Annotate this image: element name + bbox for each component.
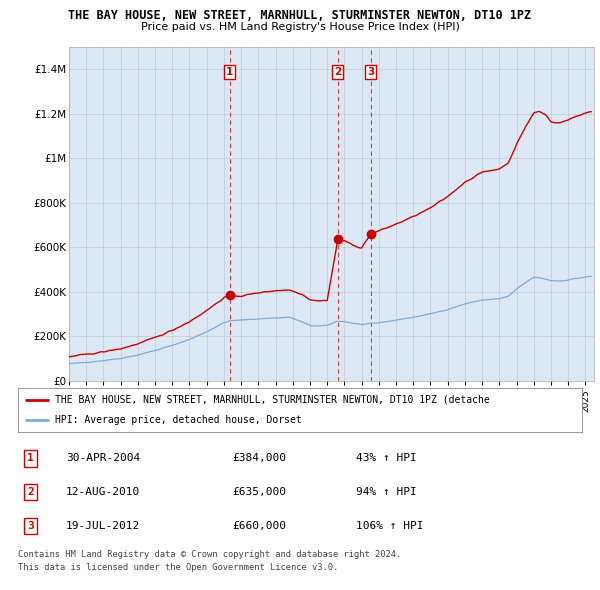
Text: 19-JUL-2012: 19-JUL-2012: [66, 521, 140, 531]
Text: 3: 3: [367, 67, 374, 77]
Text: £660,000: £660,000: [232, 521, 286, 531]
Text: 30-APR-2004: 30-APR-2004: [66, 454, 140, 463]
Text: 3: 3: [27, 521, 34, 531]
Text: 1: 1: [226, 67, 233, 77]
Text: HPI: Average price, detached house, Dorset: HPI: Average price, detached house, Dors…: [55, 415, 301, 425]
Text: THE BAY HOUSE, NEW STREET, MARNHULL, STURMINSTER NEWTON, DT10 1PZ: THE BAY HOUSE, NEW STREET, MARNHULL, STU…: [68, 9, 532, 22]
Text: 12-AUG-2010: 12-AUG-2010: [66, 487, 140, 497]
Text: This data is licensed under the Open Government Licence v3.0.: This data is licensed under the Open Gov…: [18, 563, 338, 572]
Text: Price paid vs. HM Land Registry's House Price Index (HPI): Price paid vs. HM Land Registry's House …: [140, 22, 460, 32]
Text: 94% ↑ HPI: 94% ↑ HPI: [356, 487, 417, 497]
Text: 43% ↑ HPI: 43% ↑ HPI: [356, 454, 417, 463]
Text: Contains HM Land Registry data © Crown copyright and database right 2024.: Contains HM Land Registry data © Crown c…: [18, 550, 401, 559]
Text: 1: 1: [27, 454, 34, 463]
Text: 2: 2: [334, 67, 341, 77]
Text: £384,000: £384,000: [232, 454, 286, 463]
Text: £635,000: £635,000: [232, 487, 286, 497]
Text: THE BAY HOUSE, NEW STREET, MARNHULL, STURMINSTER NEWTON, DT10 1PZ (detache: THE BAY HOUSE, NEW STREET, MARNHULL, STU…: [55, 395, 490, 405]
Text: 2: 2: [27, 487, 34, 497]
Text: 106% ↑ HPI: 106% ↑ HPI: [356, 521, 424, 531]
